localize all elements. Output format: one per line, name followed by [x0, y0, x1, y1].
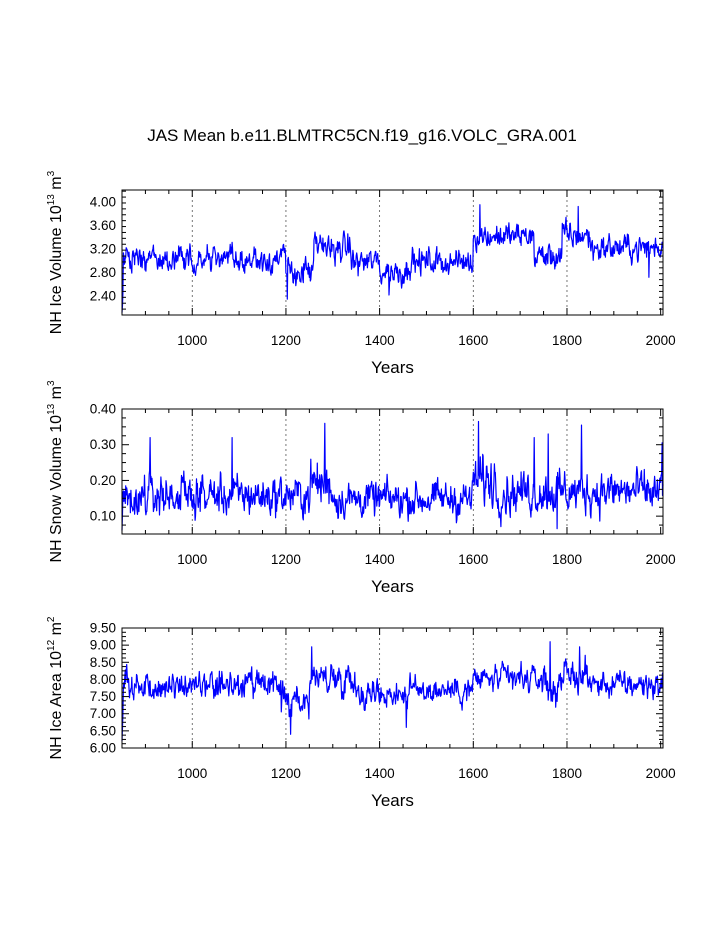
y-label-text: NH Ice Volume 10 [48, 205, 65, 334]
y-tick-label: 7.50 [90, 689, 116, 704]
y-label-text: NH Snow Volume 10 [48, 415, 65, 563]
y-tick-label: 0.10 [90, 509, 116, 524]
y-tick-label: 6.50 [90, 723, 116, 738]
snow-volume-panel: 1000 1200 1400 1600 1800 2000 0.10 0.20 0.30 0.40… [46, 380, 676, 596]
ice-volume-panel: 1000 1200 1400 1600 1800 2000 2.40 2.80 3.20 3.60… [46, 170, 676, 377]
y-tick-label: 0.20 [90, 473, 116, 488]
y-label-superscript: 12 [46, 639, 57, 651]
x-tick-label: 1400 [365, 333, 395, 348]
y-label-superscript: 13 [46, 403, 57, 415]
y-tick-label: 3.60 [90, 218, 116, 233]
x-tick-label: 1600 [458, 333, 488, 348]
x-tick-label: 2000 [646, 552, 676, 567]
y-tick-label: 8.50 [90, 655, 116, 670]
y-tick-label: 7.00 [90, 706, 116, 721]
ice-area-panel: 1000 1200 1400 1600 1800 2000 6.00 6.50 7.00 7.50… [46, 616, 676, 810]
y-tick-label: 3.20 [90, 241, 116, 256]
x-tick-label: 1800 [552, 766, 582, 781]
x-tick-label: 1000 [177, 766, 207, 781]
y-axis-label: NH Snow Volume 1013 m3 [46, 380, 65, 563]
x-tick-label: 2000 [646, 333, 676, 348]
y-label-superscript: 13 [46, 194, 57, 206]
x-axis-label: Years [371, 577, 414, 596]
y-label-text: m [48, 176, 65, 194]
x-tick-label: 2000 [646, 766, 676, 781]
x-tick-label: 1000 [177, 333, 207, 348]
y-tick-label: 9.00 [90, 638, 116, 653]
y-label-text: NH Ice Area 10 [48, 651, 65, 760]
x-tick-label: 1800 [552, 552, 582, 567]
y-tick-label: 2.40 [90, 289, 116, 304]
y-tick-label: 9.50 [90, 621, 116, 636]
x-tick-label: 1400 [365, 552, 395, 567]
x-tick-label: 1600 [458, 552, 488, 567]
series-line [121, 420, 664, 531]
y-tick-label: 2.80 [90, 265, 116, 280]
y-tick-label: 6.00 [90, 741, 116, 756]
series-line [121, 641, 664, 742]
y-tick-label: 0.30 [90, 437, 116, 452]
x-tick-label: 1200 [271, 766, 301, 781]
y-label-superscript: 3 [46, 170, 57, 176]
y-tick-label: 0.40 [90, 402, 116, 417]
y-axis-label: NH Ice Area 1012 m2 [46, 616, 65, 759]
y-label-superscript: 3 [46, 380, 57, 386]
x-tick-label: 1600 [458, 766, 488, 781]
x-tick-label: 1000 [177, 552, 207, 567]
x-tick-label: 1400 [365, 766, 395, 781]
y-tick-label: 8.00 [90, 672, 116, 687]
x-tick-label: 1800 [552, 333, 582, 348]
y-tick-label: 4.00 [90, 194, 116, 209]
y-label-text: m [48, 386, 65, 404]
x-tick-label: 1200 [271, 552, 301, 567]
x-axis-label: Years [371, 358, 414, 377]
series-line [121, 204, 664, 313]
y-axis-label: NH Ice Volume 1013 m3 [46, 170, 65, 334]
plot-frame [121, 189, 664, 316]
chart-title: JAS Mean b.e11.BLMTRC5CN.f19_g16.VOLC_GR… [147, 126, 577, 145]
x-tick-label: 1200 [271, 333, 301, 348]
y-label-superscript: 2 [46, 616, 57, 622]
y-label-text: m [48, 622, 65, 640]
x-axis-label: Years [371, 791, 414, 810]
plot-frame [121, 627, 664, 749]
